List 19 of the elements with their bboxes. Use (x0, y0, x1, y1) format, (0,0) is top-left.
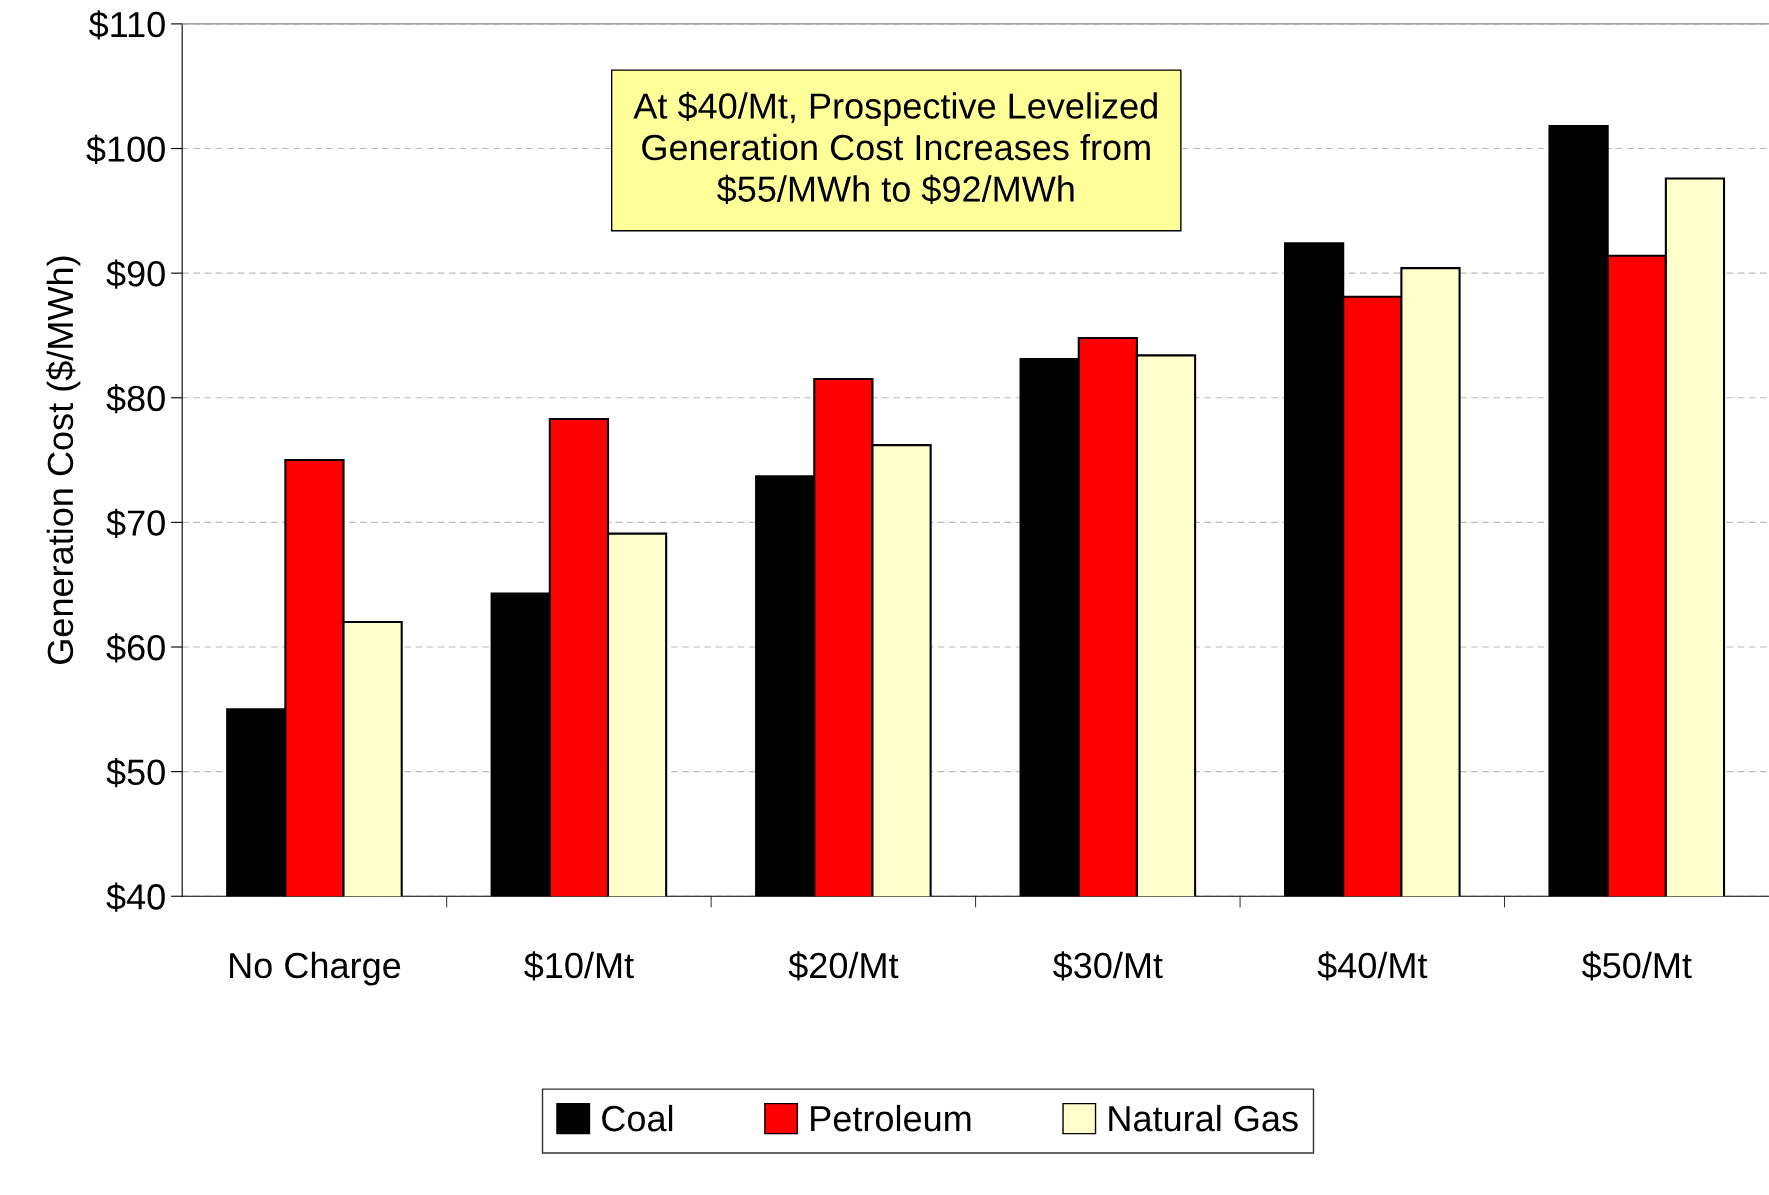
x-tick-label: $40/Mt (1317, 951, 1428, 981)
y-axis-title: Generation Cost ($/MWh) (46, 256, 81, 664)
x-tick-label: $30/Mt (1053, 951, 1163, 981)
annotation: At $40/Mt, Prospective Levelized Generation Cost Increases from $55/MWh to $92/MWh (633, 91, 1157, 205)
legend-label: Natural Gas (1109, 1104, 1298, 1132)
legend-label: Petroleum (811, 1104, 971, 1132)
y-tick-label: $80 (106, 384, 165, 414)
x-tick-label: No Charge (230, 951, 401, 986)
y-tick-label: $100 (86, 134, 165, 165)
y-tick-label: $90 (106, 259, 165, 289)
y-tick-label: $40 (106, 882, 165, 912)
x-tick-label: $20/Mt (788, 951, 899, 981)
y-tick-label: $50 (106, 757, 165, 788)
y-tick-label: $110 (88, 10, 165, 40)
x-tick-label: $10/Mt (524, 951, 634, 981)
y-tick-label: $70 (106, 508, 165, 538)
legend-label: Coal (602, 1104, 673, 1132)
y-tick-label: $60 (106, 633, 165, 663)
x-tick-label: $50/Mt (1581, 951, 1692, 981)
